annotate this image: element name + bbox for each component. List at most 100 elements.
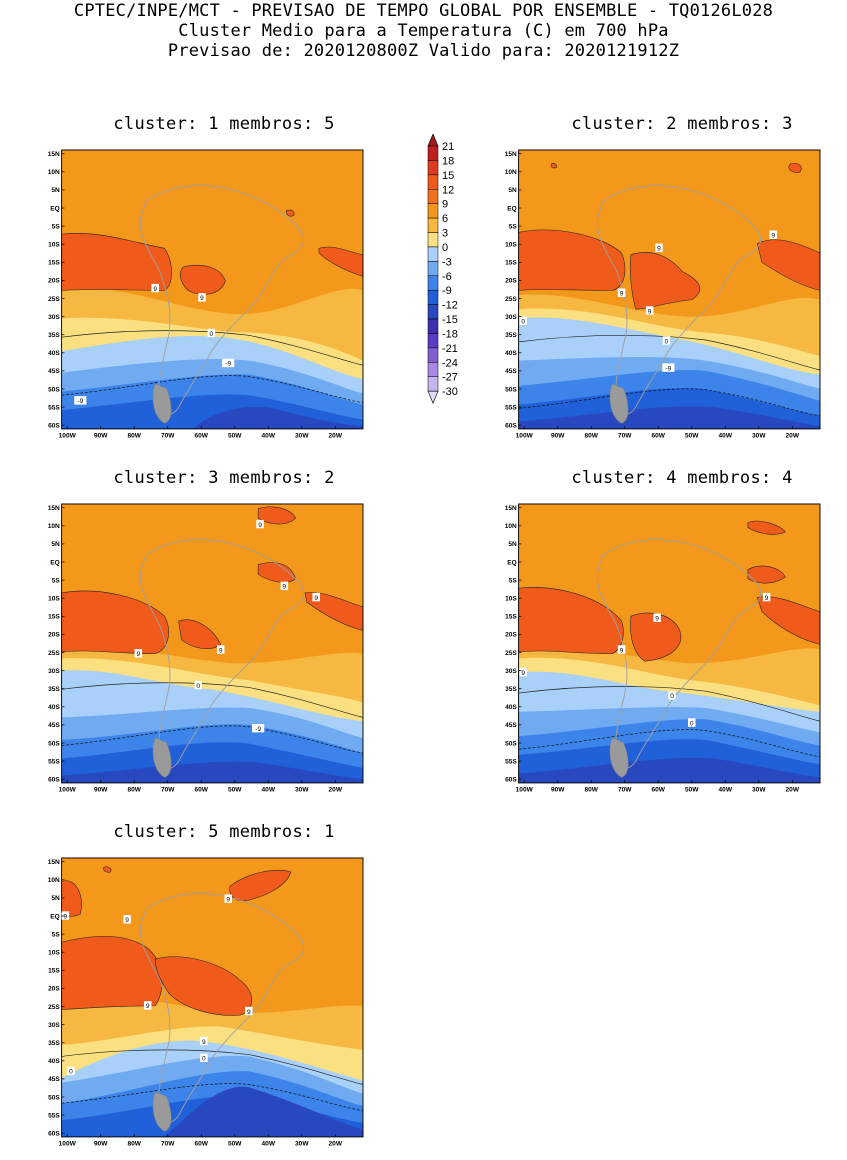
lat-tick-label: 50S xyxy=(48,386,60,393)
colorbar-svg: 21 18 15 12 9 6 3 0 -3 -6 -9 -12 -15 -18 -21 -24 -27 -30 xyxy=(427,133,458,404)
map-plot-area: 9 9 9 9 9 0 -9 15N 10N 5N EQ 5S 10S 15S 20S 25S 30S 35S 40… xyxy=(48,503,364,793)
contour-9-region xyxy=(257,506,296,525)
lat-tick-label: 5S xyxy=(52,577,61,584)
lat-tick-label: 55S xyxy=(48,404,60,411)
colorbar-label: -21 xyxy=(442,343,458,355)
colorbar-label: 15 xyxy=(442,170,454,182)
map-svg: 9 9 9 9 9 0 -9 15N 10N 5N EQ 5S 10S 15S 20S 25S 30S 35S 40… xyxy=(48,503,364,793)
contour-label: 0 xyxy=(665,338,669,345)
contour-label-bg xyxy=(151,283,159,293)
contour-label-bg xyxy=(762,592,771,602)
lon-tick-label: 20W xyxy=(329,1140,343,1147)
contour-label-bg xyxy=(519,667,528,677)
contour-9-region xyxy=(178,619,222,649)
contour-label: 9 xyxy=(657,246,661,253)
patagonia-outline xyxy=(152,383,172,424)
lat-tick-label: 25S xyxy=(48,650,60,657)
contour-label: 0 xyxy=(521,319,525,326)
lon-tick-label: 20W xyxy=(786,786,800,793)
lon-tick-label: 80W xyxy=(127,432,141,439)
lat-tick-label: 5N xyxy=(51,541,60,548)
contour-label-bg xyxy=(688,718,696,727)
lon-tick-label: 30W xyxy=(295,786,309,793)
lon-tick-label: 40W xyxy=(262,786,276,793)
colorbar-arrow-bottom xyxy=(427,390,439,404)
contour-label-bg xyxy=(61,911,70,920)
lat-tick-label: 15N xyxy=(48,859,60,866)
contour-label-bg xyxy=(617,645,626,654)
lat-tick-label: 15S xyxy=(505,614,517,621)
lat-tick-label: 15N xyxy=(505,505,517,512)
lat-tick-label: 45S xyxy=(505,368,517,375)
contour-label: 9 xyxy=(521,670,525,677)
lon-tick-label: 80W xyxy=(584,432,598,439)
lat-tick-label: 10N xyxy=(505,169,517,176)
colorbar-label: 18 xyxy=(442,155,454,167)
lat-tick-label: 10S xyxy=(48,596,60,603)
contour-label-bg xyxy=(617,288,626,297)
lon-tick-label: 100W xyxy=(59,432,77,439)
contour-label-bg xyxy=(134,649,143,658)
lat-tick-label: 40S xyxy=(48,350,60,357)
contour-line-zero xyxy=(518,686,820,722)
lon-tick-label: 90W xyxy=(94,1140,108,1147)
colorbar: 21 18 15 12 9 6 3 0 -3 -6 -9 -12 -15 -18 -21 -24 -27 -30 xyxy=(425,133,475,444)
lon-tick-label: 60W xyxy=(195,1140,209,1147)
south-america-outline xyxy=(139,539,305,769)
contour-label: -9 xyxy=(225,361,231,368)
lat-tick-label: 20S xyxy=(48,986,60,993)
colorbar-label: -27 xyxy=(442,372,458,384)
colorbar-label: -24 xyxy=(442,357,458,369)
lat-tick-label: 5N xyxy=(51,187,60,194)
lon-tick-label: 50W xyxy=(685,432,699,439)
lon-tick-label: 90W xyxy=(94,432,108,439)
map-plot-area: 9 9 9 9 0 0 -9 15N 10N 5N EQ 5S 10S 15S 20S 25S 30S 35S 40… xyxy=(505,149,821,439)
lat-tick-label: 35S xyxy=(505,686,517,693)
contour-line-minus9 xyxy=(61,1083,363,1112)
contour-9-region xyxy=(747,520,786,535)
lon-tick-label: 80W xyxy=(127,786,141,793)
south-america-outline xyxy=(139,893,305,1123)
map-panel-2: 9 9 9 9 0 0 -9 15N 10N 5N EQ 5S 10S 15S 20S 25S 30S 35S 40… xyxy=(505,140,821,452)
lat-tick-label: 40S xyxy=(48,1058,60,1065)
panel-title-5: cluster: 5 membros: 1 xyxy=(113,822,335,842)
contour-band-navy xyxy=(164,1086,363,1137)
lat-tick-label: 60S xyxy=(505,423,517,430)
colorbar-label: -18 xyxy=(442,328,458,340)
contour-9-region xyxy=(179,264,226,295)
lon-tick-label: 70W xyxy=(618,432,632,439)
contour-label: 9 xyxy=(64,913,68,920)
lon-tick-label: 50W xyxy=(685,786,699,793)
contour-line-zero xyxy=(61,330,363,366)
figure-title: CPTEC/INPE/MCT - PREVISAO DE TEMPO GLOBA… xyxy=(73,1,774,21)
map-panel-4: 9 9 9 9 0 0 15N 10N 5N EQ 5S 10S 15S 20S 25S 30S 35S 40S 4… xyxy=(505,494,821,806)
lat-tick-label: 10N xyxy=(48,877,60,884)
contour-9-region xyxy=(285,209,295,217)
contour-9-region xyxy=(61,590,169,655)
contour-band-navy xyxy=(518,757,820,783)
contour-label: 0 xyxy=(202,1056,206,1063)
lon-tick-label: 60W xyxy=(195,432,209,439)
lat-tick-label: 35S xyxy=(48,332,60,339)
lat-tick-label: 15S xyxy=(505,260,517,267)
patagonia-outline xyxy=(609,737,629,778)
lon-tick-label: 60W xyxy=(652,786,666,793)
contour-band-navy xyxy=(61,761,363,783)
contour-label-bg xyxy=(143,1001,152,1010)
lat-tick-label: 25S xyxy=(48,296,60,303)
contour-label: 9 xyxy=(146,1003,150,1010)
contour-label: -9 xyxy=(665,365,671,372)
lat-tick-label: 35S xyxy=(48,686,60,693)
contour-9-region xyxy=(550,163,557,169)
lat-tick-label: 5S xyxy=(509,223,518,230)
contour-label: 9 xyxy=(153,286,157,293)
lat-tick-label: 5S xyxy=(52,931,61,938)
lat-tick-label: 15N xyxy=(505,151,517,158)
lon-tick-label: 20W xyxy=(329,432,343,439)
lat-tick-label: 50S xyxy=(505,386,517,393)
contour-9-region xyxy=(61,233,172,291)
colorbar-label: 21 xyxy=(442,141,454,153)
map-plot-area: 9 9 0 -9 -9 15N 10N 5N EQ 5S 10S 15S 20S 25S 30S 35S 40S… xyxy=(48,149,364,439)
contour-label: 9 xyxy=(314,595,318,602)
colorbar-label: 0 xyxy=(442,242,448,254)
